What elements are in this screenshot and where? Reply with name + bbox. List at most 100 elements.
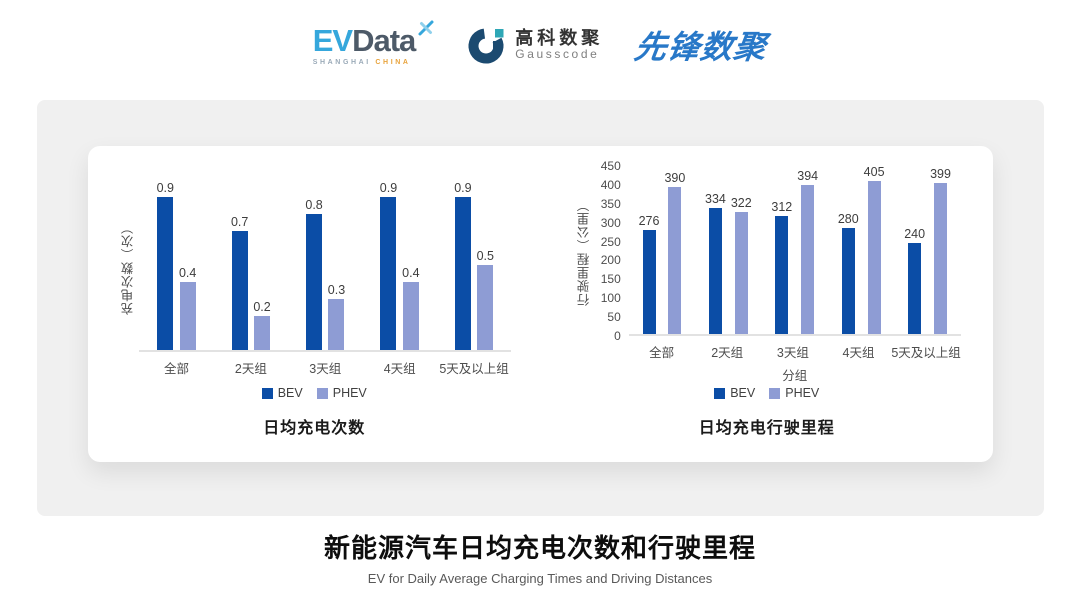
bar-value-label: 276 bbox=[638, 213, 660, 228]
legend-marker-bev bbox=[714, 387, 726, 399]
legend-item-phev: PHEV bbox=[316, 386, 367, 400]
bar-with-label: 0.2 bbox=[253, 300, 271, 350]
bar-group: 312 394 bbox=[762, 166, 828, 334]
bar-with-label: 405 bbox=[864, 165, 885, 334]
y-tick-label: 450 bbox=[600, 159, 621, 173]
legend-label: PHEV bbox=[332, 386, 367, 400]
plot-column: 276 390 334 322 312 394 280 405 240 399 全部 2天组 3天组 4… bbox=[628, 165, 961, 384]
bar-bev bbox=[380, 197, 397, 350]
y-tick-label: 250 bbox=[600, 234, 621, 249]
y-tick-label: 50 bbox=[607, 310, 621, 325]
bar-value-label: 0.8 bbox=[305, 198, 323, 212]
bar-phev bbox=[328, 299, 345, 350]
legend-marker-phev bbox=[316, 387, 328, 399]
bar-value-label: 0.5 bbox=[476, 249, 494, 263]
bar-with-label: 0.7 bbox=[231, 215, 248, 350]
legend-item-phev: PHEV bbox=[769, 386, 819, 400]
bar-bev bbox=[454, 197, 471, 350]
bar-with-label: 0.4 bbox=[179, 266, 196, 350]
bar-with-label: 0.5 bbox=[477, 249, 494, 350]
legend-label: PHEV bbox=[785, 386, 820, 400]
x-tick-label: 2天组 bbox=[711, 346, 744, 360]
bar-group: 240 399 bbox=[894, 166, 960, 334]
bar-with-label: 280 bbox=[838, 212, 859, 334]
legend: BEV PHEV bbox=[714, 386, 819, 400]
plot-area: 276 390 334 322 312 394 280 405 240 399 bbox=[628, 165, 961, 336]
x-axis-tick-labels: 全部 2天组 3天组 4天组 5天及以上组 bbox=[139, 352, 511, 377]
evdata-wordmark: EV Data bbox=[312, 20, 436, 58]
bar-value-label: 322 bbox=[730, 196, 752, 211]
evdata-logo: EV Data SHANGHAI CHINA bbox=[312, 20, 436, 66]
gausscode-cn-text: 高科数聚 bbox=[515, 27, 604, 48]
plot-area: 0.9 0.4 0.7 0.2 0.8 0.3 0.9 0.4 0.9 0.5 bbox=[139, 181, 512, 352]
x-tick-label: 2天组 bbox=[234, 362, 267, 376]
evdata-data-text: Data bbox=[352, 22, 416, 58]
bar-bev bbox=[841, 228, 855, 334]
gausscode-g-icon bbox=[468, 28, 504, 64]
bar-with-label: 322 bbox=[731, 196, 752, 334]
bar-group: 0.9 0.4 bbox=[362, 181, 436, 350]
bar-with-label: 334 bbox=[705, 192, 726, 334]
bar-group: 0.8 0.3 bbox=[288, 182, 362, 350]
x-tick-label: 4天组 bbox=[383, 362, 416, 376]
bar-value-label: 0.7 bbox=[230, 215, 249, 229]
x-tick-label: 3天组 bbox=[309, 362, 342, 376]
y-tick-label: 400 bbox=[600, 177, 621, 192]
bar-group: 0.9 0.4 bbox=[139, 181, 213, 350]
bar-value-label: 390 bbox=[664, 170, 686, 185]
content-panel: 充电次数（次） 0.9 0.4 0.7 0.2 0.8 0.3 0.9 0.4 0.9 0.5 全… bbox=[37, 100, 1044, 516]
bar-with-label: 390 bbox=[664, 171, 685, 334]
bar-value-label: 240 bbox=[904, 227, 926, 242]
bar-with-label: 312 bbox=[771, 200, 792, 334]
bar-with-label: 0.8 bbox=[305, 198, 323, 350]
bar-with-label: 394 bbox=[797, 169, 818, 334]
y-axis-title: 行驶里程（公里） bbox=[577, 198, 592, 306]
bar-with-label: 0.9 bbox=[454, 181, 472, 350]
bar-value-label: 0.4 bbox=[178, 266, 197, 280]
chart-daily-charging-times: 充电次数（次） 0.9 0.4 0.7 0.2 0.8 0.3 0.9 0.4 0.9 0.5 全… bbox=[88, 146, 541, 462]
chart-title: 日均充电行驶里程 bbox=[698, 420, 835, 437]
bar-bev bbox=[775, 216, 789, 334]
bar-value-label: 0.4 bbox=[402, 266, 420, 280]
x-tick-label: 5天及以上组 bbox=[891, 346, 961, 360]
legend-item-bev: BEV bbox=[261, 386, 303, 400]
chart-daily-driving-distance: 行驶里程（公里） 0 50 100 150 200 250 300 350 400 450 276… bbox=[541, 146, 994, 462]
y-axis-title: 充电次数（次） bbox=[121, 220, 136, 316]
bar-phev bbox=[734, 212, 748, 334]
plot-row: 充电次数（次） 0.9 0.4 0.7 0.2 0.8 0.3 0.9 0.4 0.9 0.5 全… bbox=[117, 181, 512, 377]
gausscode-en-text: Gausscode bbox=[515, 47, 600, 62]
bar-value-label: 405 bbox=[863, 165, 885, 179]
evdata-china-text: CHINA bbox=[375, 58, 411, 66]
main-title: 新能源汽车日均充电次数和行驶里程 bbox=[323, 533, 756, 563]
bar-value-label: 0.3 bbox=[327, 283, 346, 297]
legend: BEV PHEV bbox=[261, 386, 367, 400]
y-axis-tick-labels: 0 50 100 150 200 250 300 350 400 450 bbox=[595, 159, 629, 343]
evdata-ev-text: EV bbox=[312, 22, 353, 58]
bar-value-label: 0.9 bbox=[454, 181, 472, 195]
bar-group: 0.7 0.2 bbox=[214, 182, 288, 350]
bar-value-label: 312 bbox=[771, 200, 793, 215]
header-logo-bar: EV Data SHANGHAI CHINA 高科数聚 Gausscode bbox=[0, 20, 1080, 68]
bar-bev bbox=[908, 243, 922, 334]
bar-phev bbox=[179, 282, 196, 350]
x-axis-title: 分组 bbox=[782, 369, 808, 383]
evdata-subtext: SHANGHAI CHINA bbox=[313, 59, 436, 66]
bar-phev bbox=[801, 185, 815, 334]
bar-bev bbox=[231, 231, 248, 350]
bar-value-label: 394 bbox=[797, 169, 819, 184]
bar-phev bbox=[867, 181, 881, 334]
chart-title: 日均充电次数 bbox=[263, 420, 366, 437]
y-tick-label: 0 bbox=[614, 329, 621, 343]
plot-column: 0.9 0.4 0.7 0.2 0.8 0.3 0.9 0.4 0.9 0.5 全部 2天组 3天组 4… bbox=[139, 181, 512, 377]
bar-with-label: 276 bbox=[638, 213, 660, 334]
bar-value-label: 0.9 bbox=[156, 181, 174, 195]
y-tick-label: 300 bbox=[600, 215, 621, 230]
charts-card: 充电次数（次） 0.9 0.4 0.7 0.2 0.8 0.3 0.9 0.4 0.9 0.5 全… bbox=[88, 146, 993, 462]
chart-body: 充电次数（次） 0.9 0.4 0.7 0.2 0.8 0.3 0.9 0.4 0.9 0.5 全… bbox=[117, 166, 512, 380]
bar-value-label: 0.9 bbox=[379, 181, 398, 195]
bar-value-label: 0.2 bbox=[253, 300, 271, 314]
sparkle-x-icon bbox=[418, 20, 434, 35]
y-tick-label: 100 bbox=[600, 291, 621, 306]
bar-value-label: 399 bbox=[930, 167, 951, 182]
